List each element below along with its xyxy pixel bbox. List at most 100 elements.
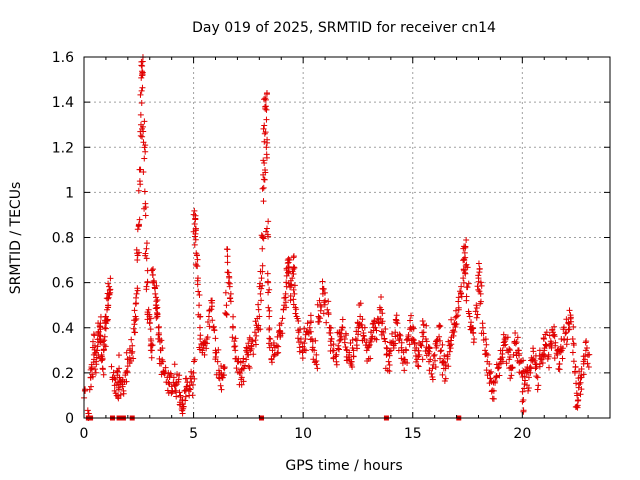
data-point [87,366,94,373]
data-point [281,295,288,302]
data-point [514,334,521,341]
data-point [475,272,482,279]
data-point [414,356,421,363]
data-point [552,339,559,346]
data-point [257,290,264,297]
data-point [503,360,510,367]
data-point [191,207,198,214]
data-point [299,343,306,350]
data-point [93,361,100,368]
data-point [512,340,519,347]
data-point [525,384,532,391]
x-tick-label: 0 [80,426,89,442]
data-point [259,262,266,269]
data-point [182,393,189,400]
data-point [105,302,112,309]
data-point [393,312,400,319]
data-point [463,293,470,300]
data-point [255,326,262,333]
data-point [357,300,364,307]
data-point [415,363,422,370]
chart-title: Day 019 of 2025, SRMTID for receiver cn1… [192,20,496,36]
data-point [258,232,265,239]
data-point [262,96,269,103]
data-point [89,371,96,378]
data-point [139,84,146,91]
data-point [215,367,222,374]
data-point [141,144,148,151]
data-point [158,337,165,344]
y-tick-label: 0.8 [52,231,74,247]
data-point [302,347,309,354]
data-point [574,397,581,404]
data-point [333,361,340,368]
data-point [225,279,232,286]
data-point [551,355,558,362]
data-point [525,374,532,381]
x-tick-label: 10 [294,426,312,442]
data-point [321,299,328,306]
data-point [227,290,234,297]
data-point [483,350,490,357]
data-point [283,304,290,311]
data-point [282,299,289,306]
data-point [102,325,109,332]
data-point [136,216,143,223]
data-point [159,356,166,363]
data-point [575,375,582,382]
data-point [270,339,277,346]
data-point [336,337,343,344]
data-point [263,116,270,123]
data-point [261,176,268,183]
data-point [452,314,459,321]
data-point [147,326,154,333]
data-point [126,359,133,366]
data-point [88,364,95,370]
y-tick-label: 0.6 [52,276,74,292]
data-point [475,286,482,293]
data-point [321,301,328,308]
data-point [328,325,335,332]
data-point [100,371,107,378]
data-point [123,349,130,356]
data-point [408,312,415,319]
data-point [339,324,346,331]
data-point [343,346,350,353]
data-point [139,63,146,70]
data-point [159,345,166,352]
data-point [417,341,424,348]
data-point [266,313,273,320]
data-point [191,220,198,227]
data-point [583,344,590,351]
data-point [209,317,216,324]
data-point [536,352,543,359]
data-point [179,410,186,417]
data-point [378,306,385,313]
data-point [556,361,563,368]
data-point [105,280,112,287]
data-point [437,355,444,362]
data-point [452,307,459,314]
data-point [88,383,95,390]
data-point [163,379,170,386]
data-point [423,322,430,329]
data-point [176,389,183,396]
data-point [191,233,198,240]
data-point [263,91,270,98]
data-point [584,360,591,367]
data-point [533,373,540,380]
data-point [420,329,427,336]
data-point [226,273,233,280]
data-point [260,235,267,242]
data-point [240,355,247,362]
data-point [359,316,366,323]
data-point [312,337,319,344]
data-point [455,304,462,311]
data-point [323,319,330,326]
data-point [198,341,205,348]
data-point [447,345,454,352]
data-point [393,319,400,326]
data-point [320,286,327,293]
data-point [243,356,250,363]
data-point [100,346,107,353]
